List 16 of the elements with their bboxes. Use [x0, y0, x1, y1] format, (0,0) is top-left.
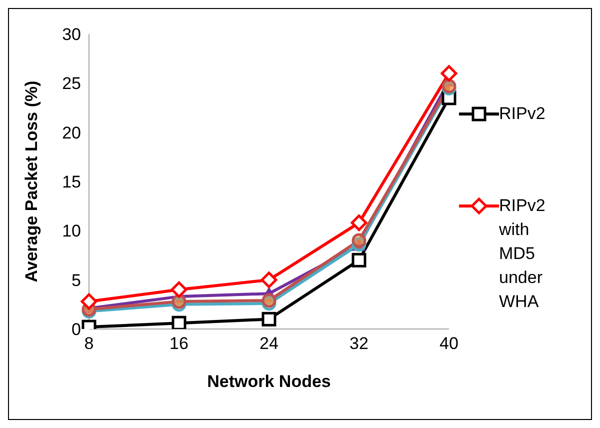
y-tick-label: 25: [62, 74, 81, 94]
x-tick-label: 16: [170, 334, 188, 354]
x-tick-label: 24: [260, 334, 278, 354]
x-tick-label: 32: [350, 334, 368, 354]
y-tick-label: 0: [72, 320, 81, 340]
x-tick-label: 8: [84, 334, 94, 354]
y-tick-label: 20: [62, 123, 81, 142]
legend-label: RIPv2 with MD5 under WHA: [499, 195, 546, 313]
x-tick-label: 40: [440, 334, 458, 354]
y-tick-label: 30: [62, 25, 81, 44]
x-axis-title: Network Nodes: [207, 372, 331, 391]
y-axis-title: Average Packet Loss (%): [22, 80, 42, 282]
y-tick-label: 5: [72, 270, 81, 290]
y-tick-label: 10: [62, 222, 81, 241]
y-tick-label: 15: [62, 172, 81, 192]
legend-label: RIPv2: [499, 103, 546, 125]
